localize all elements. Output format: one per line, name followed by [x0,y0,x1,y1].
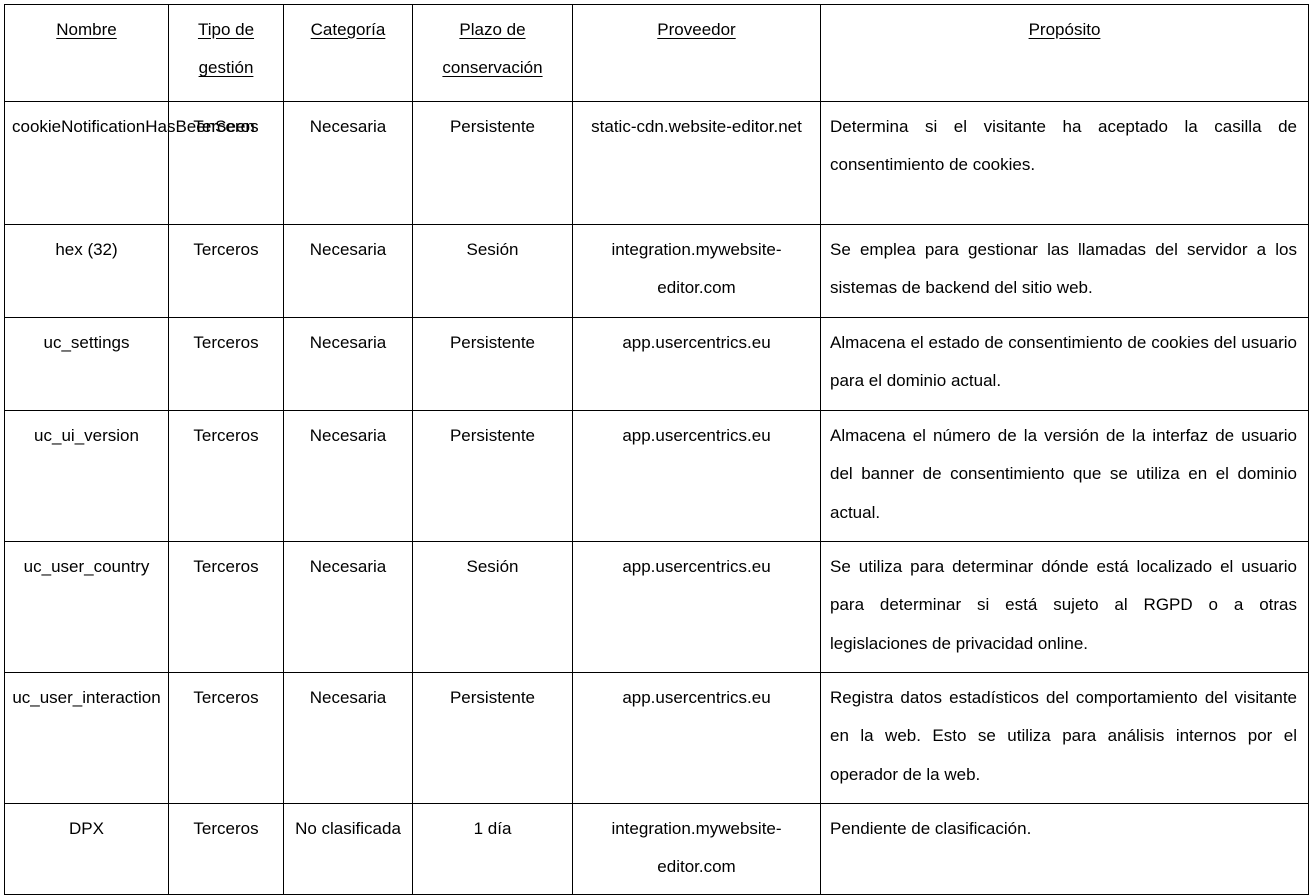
cell-proposito: Almacena el estado de consentimiento de … [820,317,1309,411]
cell-nombre: cookieNotificationHasBeenSeen [4,101,255,225]
table-row: hex (32) Terceros Necesaria Sesión integ… [4,224,1309,318]
cell-proveedor: app.usercentrics.eu [572,317,821,411]
cell-tipo: Terceros [168,101,284,225]
column-header-plazo-line-1: Plazo de [459,20,526,39]
column-header-proposito-line-1: Propósito [1028,20,1101,39]
cell-categoria: Necesaria [283,317,413,411]
cell-plazo: Sesión [412,541,573,673]
cell-categoria: Necesaria [283,224,413,318]
column-header-categoria-line-1: Categoría [310,20,386,39]
cookie-table: Nombre Tipo de gestión Categoría Plazo d… [4,4,1309,895]
cell-categoria: No clasificada [283,803,413,895]
cell-nombre: uc_ui_version [4,410,169,542]
cell-categoria: Necesaria [283,410,413,542]
cell-plazo: 1 día [412,803,573,895]
cell-plazo: Persistente [412,101,573,225]
column-header-tipo: Tipo de gestión [168,4,284,102]
cell-proposito: Registra datos estadísticos del comporta… [820,672,1309,804]
cell-nombre: uc_settings [4,317,169,411]
cell-proveedor: app.usercentrics.eu [572,410,821,542]
column-header-nombre: Nombre [4,4,169,102]
cell-nombre: uc_user_country [4,541,169,673]
cell-proposito: Se utiliza para determinar dónde está lo… [820,541,1309,673]
cell-categoria: Necesaria [283,541,413,673]
table-row: cookieNotificationHasBeenSeen Terceros N… [4,101,1309,225]
cell-proveedor: static-cdn.website-editor.net [572,101,821,225]
cell-categoria: Necesaria [283,672,413,804]
table-row: uc_user_country Terceros Necesaria Sesió… [4,541,1309,673]
cell-tipo: Terceros [168,541,284,673]
cell-proposito: Almacena el número de la versión de la i… [820,410,1309,542]
cell-proposito: Pendiente de clasificación. [820,803,1309,895]
cell-categoria: Necesaria [283,101,413,225]
column-header-plazo-line-2: conservación [442,58,543,78]
cell-nombre: hex (32) [4,224,169,318]
table-row: uc_ui_version Terceros Necesaria Persist… [4,410,1309,542]
column-header-nombre-line-1: Nombre [56,20,117,39]
column-header-proposito: Propósito [820,4,1309,102]
table-row: uc_settings Terceros Necesaria Persisten… [4,317,1309,411]
cell-tipo: Terceros [168,803,284,895]
cell-tipo: Terceros [168,317,284,411]
table-row: uc_user_interaction Terceros Necesaria P… [4,672,1309,804]
column-header-proveedor: Proveedor [572,4,821,102]
cell-tipo: Terceros [168,224,284,318]
cell-proveedor: app.usercentrics.eu [572,672,821,804]
column-header-categoria: Categoría [283,4,413,102]
table-header: Nombre Tipo de gestión Categoría Plazo d… [4,4,1309,102]
cell-plazo: Sesión [412,224,573,318]
cell-tipo: Terceros [168,672,284,804]
cell-nombre: uc_user_interaction [4,672,169,804]
cell-tipo: Terceros [168,410,284,542]
table-body: cookieNotificationHasBeenSeen Terceros N… [4,101,1309,895]
column-header-tipo-line-2: gestión [198,58,254,78]
column-header-tipo-line-1: Tipo de [197,20,255,39]
cell-plazo: Persistente [412,672,573,804]
column-header-proveedor-line-1: Proveedor [657,20,736,39]
cell-proposito: Determina si el visitante ha aceptado la… [820,101,1309,225]
cell-plazo: Persistente [412,317,573,411]
cell-proveedor: app.usercentrics.eu [572,541,821,673]
header-row: Nombre Tipo de gestión Categoría Plazo d… [4,4,1309,102]
cell-plazo: Persistente [412,410,573,542]
cell-proveedor: integration.mywebsite-editor.com [572,224,821,318]
document-page: Nombre Tipo de gestión Categoría Plazo d… [0,4,1313,895]
column-header-plazo: Plazo de conservación [412,4,573,102]
table-row: DPX Terceros No clasificada 1 día integr… [4,803,1309,895]
cell-proveedor: integration.mywebsite-editor.com [572,803,821,895]
cell-nombre: DPX [4,803,169,895]
cell-proposito: Se emplea para gestionar las llamadas de… [820,224,1309,318]
